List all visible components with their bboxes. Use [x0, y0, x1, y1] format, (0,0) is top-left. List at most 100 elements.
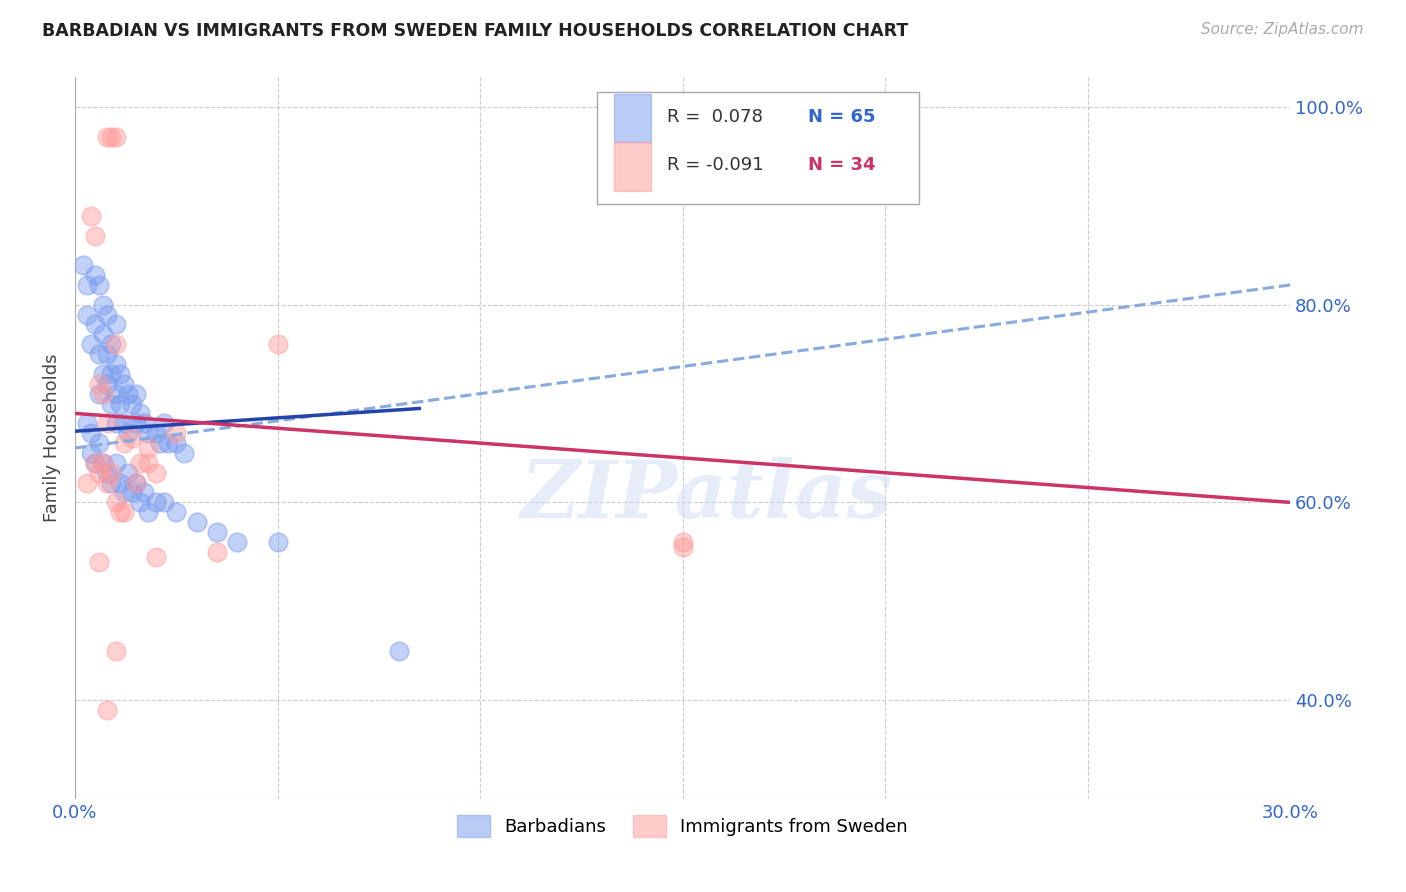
Text: Source: ZipAtlas.com: Source: ZipAtlas.com [1201, 22, 1364, 37]
Point [165, 436, 187, 450]
FancyBboxPatch shape [614, 142, 651, 191]
Point [125, 386, 148, 401]
Point [93, 367, 115, 381]
Point [145, 426, 167, 441]
Point [76, 475, 98, 490]
Point [136, 441, 159, 455]
Point [128, 456, 150, 470]
Point [100, 475, 122, 490]
Point [76, 277, 98, 292]
Point [80, 337, 103, 351]
Point [128, 495, 150, 509]
Point [153, 495, 176, 509]
Point [89, 277, 111, 292]
Point [96, 417, 118, 431]
FancyBboxPatch shape [598, 92, 920, 203]
Point [84, 456, 107, 470]
Point [89, 386, 111, 401]
Point [136, 505, 159, 519]
Point [671, 535, 693, 549]
Point [84, 268, 107, 282]
Point [100, 367, 122, 381]
Text: N = 34: N = 34 [807, 155, 875, 174]
Point [186, 515, 208, 529]
Point [112, 436, 135, 450]
Point [108, 505, 131, 519]
Point [76, 308, 98, 322]
Point [266, 337, 288, 351]
Point [93, 386, 115, 401]
Point [121, 485, 143, 500]
Point [89, 555, 111, 569]
Point [388, 643, 411, 657]
Point [104, 318, 127, 332]
Point [108, 367, 131, 381]
Point [108, 396, 131, 410]
Point [121, 431, 143, 445]
Point [100, 337, 122, 351]
Point [145, 549, 167, 564]
Point [149, 436, 172, 450]
Point [80, 209, 103, 223]
Point [89, 376, 111, 391]
Text: BARBADIAN VS IMMIGRANTS FROM SWEDEN FAMILY HOUSEHOLDS CORRELATION CHART: BARBADIAN VS IMMIGRANTS FROM SWEDEN FAMI… [42, 22, 908, 40]
Point [125, 475, 148, 490]
Point [145, 495, 167, 509]
Point [266, 535, 288, 549]
Point [89, 436, 111, 450]
Point [136, 426, 159, 441]
Point [205, 545, 228, 559]
Point [104, 357, 127, 371]
Point [112, 485, 135, 500]
Point [165, 426, 187, 441]
Point [76, 417, 98, 431]
Point [125, 475, 148, 490]
Point [104, 417, 127, 431]
Point [136, 456, 159, 470]
Point [125, 417, 148, 431]
Text: ZIPatlas: ZIPatlas [520, 457, 893, 534]
Point [93, 456, 115, 470]
Point [93, 456, 115, 470]
Point [96, 129, 118, 144]
Point [96, 475, 118, 490]
Point [84, 228, 107, 243]
Point [157, 436, 180, 450]
Text: R =  0.078: R = 0.078 [666, 108, 762, 126]
Legend: Barbadians, Immigrants from Sweden: Barbadians, Immigrants from Sweden [450, 807, 915, 844]
Point [93, 327, 115, 342]
Point [84, 456, 107, 470]
Point [96, 347, 118, 361]
Point [121, 396, 143, 410]
Point [165, 505, 187, 519]
Point [108, 475, 131, 490]
Point [117, 386, 139, 401]
Point [112, 417, 135, 431]
Point [96, 703, 118, 717]
Point [104, 643, 127, 657]
Point [145, 466, 167, 480]
Point [96, 466, 118, 480]
Point [80, 446, 103, 460]
Point [132, 417, 155, 431]
Point [93, 298, 115, 312]
Point [671, 540, 693, 554]
Point [117, 466, 139, 480]
Point [132, 485, 155, 500]
Point [117, 426, 139, 441]
Text: N = 65: N = 65 [807, 108, 875, 126]
Point [104, 337, 127, 351]
Point [104, 456, 127, 470]
Point [100, 396, 122, 410]
Point [128, 406, 150, 420]
FancyBboxPatch shape [614, 95, 651, 143]
Point [84, 318, 107, 332]
Point [96, 376, 118, 391]
Point [89, 466, 111, 480]
Text: R = -0.091: R = -0.091 [666, 155, 763, 174]
Point [104, 129, 127, 144]
Point [80, 426, 103, 441]
Point [89, 347, 111, 361]
Point [112, 376, 135, 391]
Point [205, 524, 228, 539]
